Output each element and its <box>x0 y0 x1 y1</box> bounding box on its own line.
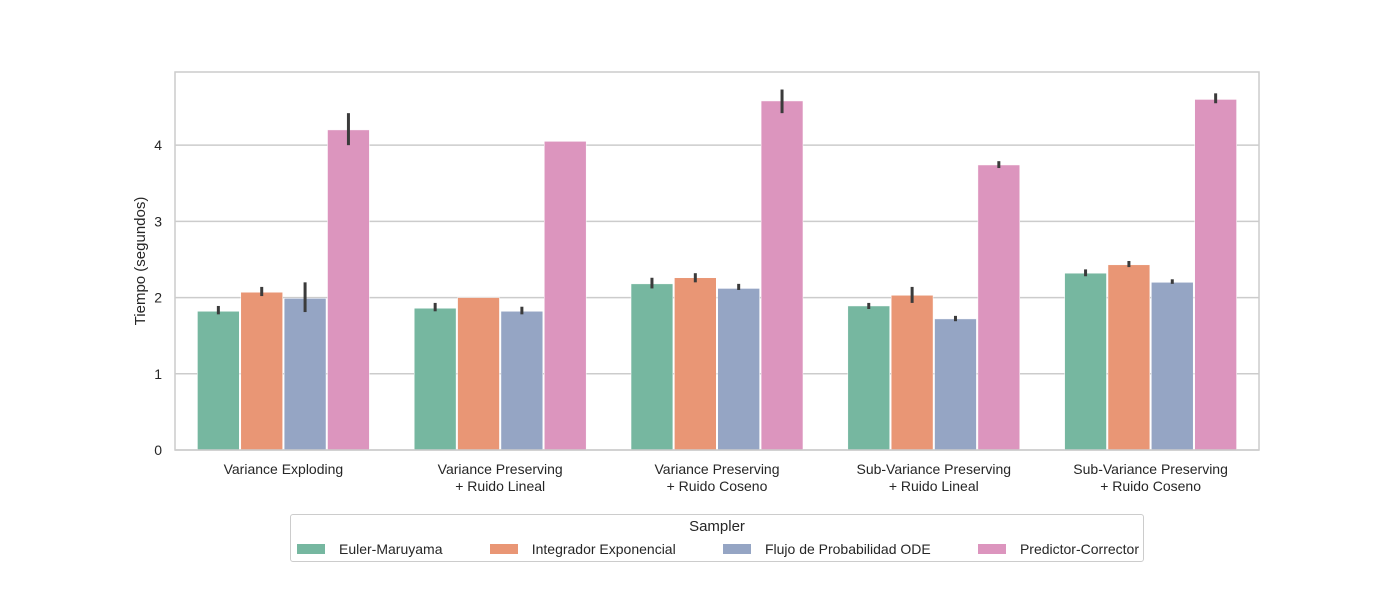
x-tick-label: + Ruido Lineal <box>455 478 545 494</box>
bar-flujo-de-probabilidad-ode <box>1151 282 1194 451</box>
x-tick-label: Variance Preserving <box>438 461 563 477</box>
bar-flujo-de-probabilidad-ode <box>934 318 977 451</box>
y-axis-label: Tiempo (segundos) <box>132 197 149 326</box>
x-tick-label: Sub-Variance Preserving <box>856 461 1011 477</box>
bar-predictor-corrector <box>760 100 804 451</box>
plot-frame <box>174 71 1260 451</box>
bar-euler-maruyama <box>1064 272 1107 451</box>
legend-item: Predictor-Corrector <box>977 541 1139 557</box>
legend: Sampler Euler-Maruyama Integrador Exponen… <box>290 514 1144 562</box>
y-tick-label: 0 <box>154 442 162 458</box>
legend-item: Flujo de Probabilidad ODE <box>722 541 931 557</box>
error-bars <box>216 89 1218 322</box>
y-tick-labels: 0 1 2 3 4 <box>154 137 162 458</box>
bar-integrador-exponencial <box>240 291 283 451</box>
legend-title: Sampler <box>689 518 745 535</box>
bars <box>197 99 1237 451</box>
x-tick-label: + Ruido Coseno <box>1100 478 1201 494</box>
legend-label: Predictor-Corrector <box>1019 541 1139 557</box>
bar-integrador-exponencial <box>674 277 717 451</box>
bar-predictor-corrector <box>1194 99 1237 451</box>
legend-item: Integrador Exponencial <box>489 541 676 557</box>
legend-swatch <box>297 544 325 554</box>
x-tick-label: + Ruido Lineal <box>889 478 979 494</box>
x-tick-labels: Variance Exploding Variance Preserving+ R… <box>224 461 1228 494</box>
y-tick-label: 3 <box>154 213 162 229</box>
bar-euler-maruyama <box>847 305 890 451</box>
x-tick-label: Variance Exploding <box>224 461 344 477</box>
bar-flujo-de-probabilidad-ode <box>717 288 760 451</box>
legend-swatch <box>722 544 751 554</box>
y-tick-label: 4 <box>154 137 162 153</box>
legend-label: Integrador Exponencial <box>531 541 676 557</box>
bar-flujo-de-probabilidad-ode <box>500 311 544 451</box>
bar-integrador-exponencial <box>1107 264 1151 451</box>
legend-label: Euler-Maruyama <box>339 541 443 557</box>
bar-flujo-de-probabilidad-ode <box>283 298 327 451</box>
y-tick-label: 1 <box>154 366 162 382</box>
bar-integrador-exponencial <box>890 295 934 451</box>
legend-swatch <box>489 544 518 554</box>
legend-item: Euler-Maruyama <box>297 541 442 557</box>
bar-integrador-exponencial <box>457 297 500 451</box>
bar-euler-maruyama <box>197 311 240 451</box>
x-tick-label: + Ruido Coseno <box>667 478 768 494</box>
x-tick-label: Variance Preserving <box>654 461 779 477</box>
legend-items: Euler-Maruyama Integrador Exponencial Fluj… <box>297 541 1139 557</box>
bar-predictor-corrector <box>327 129 370 451</box>
x-tick-label: Sub-Variance Preserving <box>1073 461 1228 477</box>
legend-label: Flujo de Probabilidad ODE <box>764 541 931 557</box>
bar-predictor-corrector <box>977 164 1021 451</box>
bar-euler-maruyama <box>630 283 674 451</box>
bar-euler-maruyama <box>413 308 457 451</box>
y-tick-label: 2 <box>154 290 162 306</box>
legend-swatch <box>977 544 1006 554</box>
bar-predictor-corrector <box>544 141 587 451</box>
